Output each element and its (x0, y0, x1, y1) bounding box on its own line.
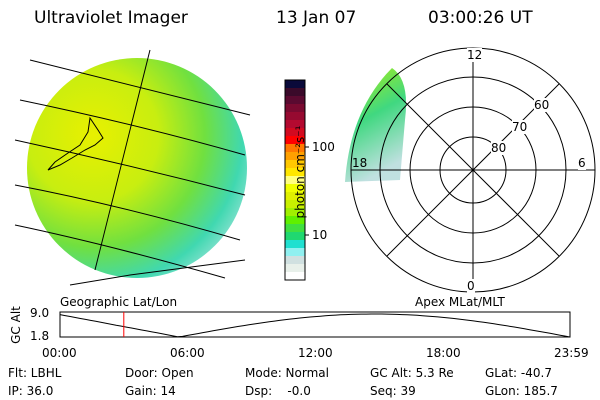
colorbar-band (285, 80, 305, 89)
mlat-80: 80 (491, 141, 507, 155)
glon: GLon: 185.7 (485, 384, 558, 398)
gc-alt: GC Alt: 5.3 Re (370, 366, 454, 380)
mlt-12: 12 (467, 48, 483, 62)
colorbar-band (285, 152, 305, 161)
colorbar-unit: photon cm⁻²s⁻¹ (293, 125, 307, 219)
date-label: 13 Jan 07 (276, 8, 357, 28)
geo-label: Geographic Lat/Lon (60, 295, 178, 309)
colorbar-band (285, 184, 305, 193)
colorbar (284, 79, 306, 281)
dsp: Dsp: -0.0 (245, 384, 311, 398)
apex-polar-plot (345, 47, 596, 293)
colorbar-band (285, 176, 305, 185)
colorbar-tick-10: 10 (312, 228, 328, 242)
mlat-70: 70 (512, 120, 528, 134)
colorbar-band (285, 88, 305, 97)
colorbar-band (285, 128, 305, 137)
y-tick-min: 1.8 (30, 329, 50, 343)
glat: GLat: -40.7 (485, 366, 552, 380)
colorbar-band (285, 104, 305, 113)
gain: Gain: 14 (125, 384, 176, 398)
colorbar-band (285, 264, 305, 273)
time-label: 03:00:26 UT (428, 8, 533, 28)
x-tick: 06:00 (170, 346, 205, 360)
x-tick: 00:00 (42, 346, 77, 360)
colorbar-band (285, 160, 305, 169)
colorbar-band (285, 136, 305, 145)
instrument-title: Ultraviolet Imager (34, 8, 188, 28)
colorbar-band (285, 248, 305, 257)
gc-alt-timeline (59, 311, 571, 338)
colorbar-band (285, 192, 305, 201)
x-tick: 23:59 (554, 346, 589, 360)
mlt-18: 18 (352, 156, 368, 170)
colorbar-band (285, 272, 305, 281)
apex-label: Apex MLat/MLT (415, 295, 505, 309)
y-tick-max: 9.0 (30, 306, 50, 320)
colorbar-band (285, 144, 305, 153)
geographic-image (14, 49, 251, 286)
colorbar-band (285, 200, 305, 209)
filter: Flt: LBHL (8, 366, 62, 380)
mode: Mode: Normal (245, 366, 329, 380)
timeline-ylabel: GC Alt (8, 306, 23, 344)
colorbar-band (285, 112, 305, 121)
colorbar-band (285, 216, 305, 225)
colorbar-band (285, 96, 305, 105)
mlt-6: 6 (578, 156, 586, 170)
colorbar-band (285, 224, 305, 233)
colorbar-band (285, 256, 305, 265)
colorbar-band (285, 208, 305, 217)
door: Door: Open (125, 366, 194, 380)
colorbar-band (285, 120, 305, 129)
colorbar-band (285, 232, 305, 241)
x-tick: 18:00 (426, 346, 461, 360)
seq: Seq: 39 (370, 384, 416, 398)
mlt-0: 0 (467, 279, 475, 293)
new-zealand-outline (47, 116, 104, 171)
mlat-60: 60 (534, 98, 550, 112)
lat-lon-grid (14, 49, 251, 286)
colorbar-tick-100: 100 (312, 140, 335, 154)
colorbar-band (285, 240, 305, 249)
x-tick: 12:00 (298, 346, 333, 360)
colorbar-band (285, 168, 305, 177)
ip: IP: 36.0 (8, 384, 54, 398)
